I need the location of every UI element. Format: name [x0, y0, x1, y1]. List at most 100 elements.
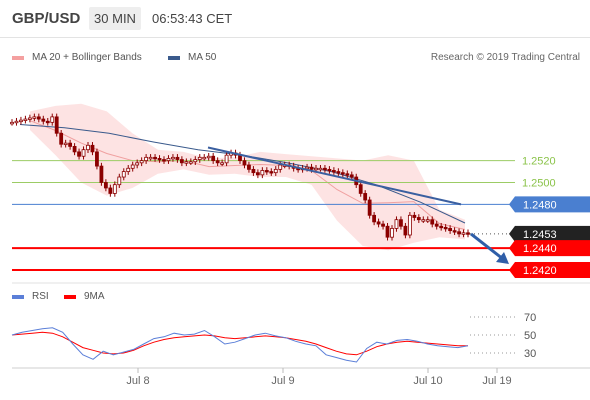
candle-body: [220, 162, 225, 165]
timeframe-button[interactable]: 30 MIN: [89, 7, 141, 30]
candle-body: [135, 162, 140, 166]
candle-body: [188, 161, 193, 164]
candle-body: [264, 170, 269, 173]
candle: [99, 162, 104, 186]
candle-body: [242, 160, 247, 166]
candle: [153, 154, 157, 162]
candle-body: [403, 225, 408, 236]
candle: [403, 222, 408, 239]
candle: [412, 212, 417, 221]
candle-body: [255, 172, 260, 176]
candle-body: [349, 174, 354, 178]
candle-body: [434, 223, 439, 227]
candle-body: [197, 156, 202, 160]
candle: [247, 161, 251, 173]
candle-body: [90, 144, 95, 153]
candle-body: [68, 142, 73, 147]
candle: [358, 181, 363, 197]
candle: [171, 154, 175, 162]
candle-body: [139, 160, 144, 164]
legend-ma50-label: MA 50: [188, 52, 217, 63]
candle-body: [202, 156, 207, 160]
level-label: 1.2500: [522, 178, 556, 190]
legend-rsi-label: RSI: [32, 291, 49, 302]
candle: [407, 212, 412, 239]
candle-body: [108, 187, 113, 194]
candle-body: [184, 161, 189, 164]
level-box: [515, 240, 590, 257]
legend-ma20: MA 20 + Bollinger Bands: [12, 52, 142, 63]
candle-body: [318, 167, 323, 171]
candle: [32, 113, 37, 122]
candle-body: [358, 184, 363, 194]
candle-body: [372, 214, 377, 223]
rsi-tick-label: 30: [524, 348, 536, 360]
candle-body: [385, 225, 390, 238]
candle: [23, 115, 28, 124]
candle: [215, 157, 220, 167]
candle-body: [439, 225, 444, 229]
candle-body: [251, 168, 256, 174]
candle-body: [238, 154, 242, 162]
candle: [452, 227, 457, 235]
level-box: [515, 262, 590, 278]
candle: [63, 139, 68, 148]
candle-body: [95, 151, 99, 167]
candle-body: [376, 221, 381, 225]
candle: [425, 216, 430, 223]
candle: [448, 225, 453, 234]
level-label: 1.2440: [523, 243, 557, 255]
candle: [251, 166, 256, 176]
candle-body: [390, 228, 394, 238]
candle-body: [461, 232, 466, 235]
candle: [72, 143, 77, 156]
candle: [434, 220, 439, 230]
candle-body: [448, 228, 453, 232]
candle: [340, 169, 345, 178]
candle-body: [269, 171, 274, 174]
candle: [224, 151, 229, 167]
candle-body: [336, 171, 341, 174]
candle: [50, 113, 55, 126]
candle: [54, 113, 59, 137]
candle: [112, 181, 117, 197]
candle-body: [260, 170, 265, 176]
candle: [323, 165, 327, 173]
candle: [197, 154, 202, 163]
candle-body: [466, 232, 470, 235]
candle-body: [27, 117, 32, 120]
candle: [188, 158, 193, 165]
candle: [202, 154, 207, 161]
candle-body: [224, 154, 229, 164]
candle-body: [99, 165, 104, 183]
candle: [264, 167, 269, 175]
candle: [269, 168, 274, 176]
candle: [77, 148, 81, 160]
candle-body: [171, 156, 175, 160]
candle-body: [19, 119, 23, 123]
candle: [36, 113, 41, 123]
bollinger-band: [30, 103, 465, 251]
candle: [394, 216, 399, 232]
candle-body: [130, 164, 135, 169]
candle-body: [50, 116, 55, 123]
candle: [421, 216, 426, 223]
candle: [260, 167, 265, 179]
candle: [372, 212, 377, 226]
candle: [385, 222, 390, 241]
candle: [363, 190, 368, 204]
x-tick-label: Jul 9: [271, 375, 294, 387]
candle-body: [309, 166, 314, 170]
candle-body: [331, 170, 336, 173]
level-label: 1.2520: [522, 156, 556, 168]
candle: [318, 165, 323, 172]
candle: [157, 155, 162, 163]
candle-body: [63, 142, 68, 146]
candle-body: [117, 176, 122, 186]
candle: [399, 216, 403, 230]
candle-body: [32, 116, 37, 119]
candle-body: [162, 159, 166, 162]
candle-body: [340, 172, 345, 175]
ma9-swatch: [64, 294, 76, 299]
candle: [184, 158, 189, 167]
